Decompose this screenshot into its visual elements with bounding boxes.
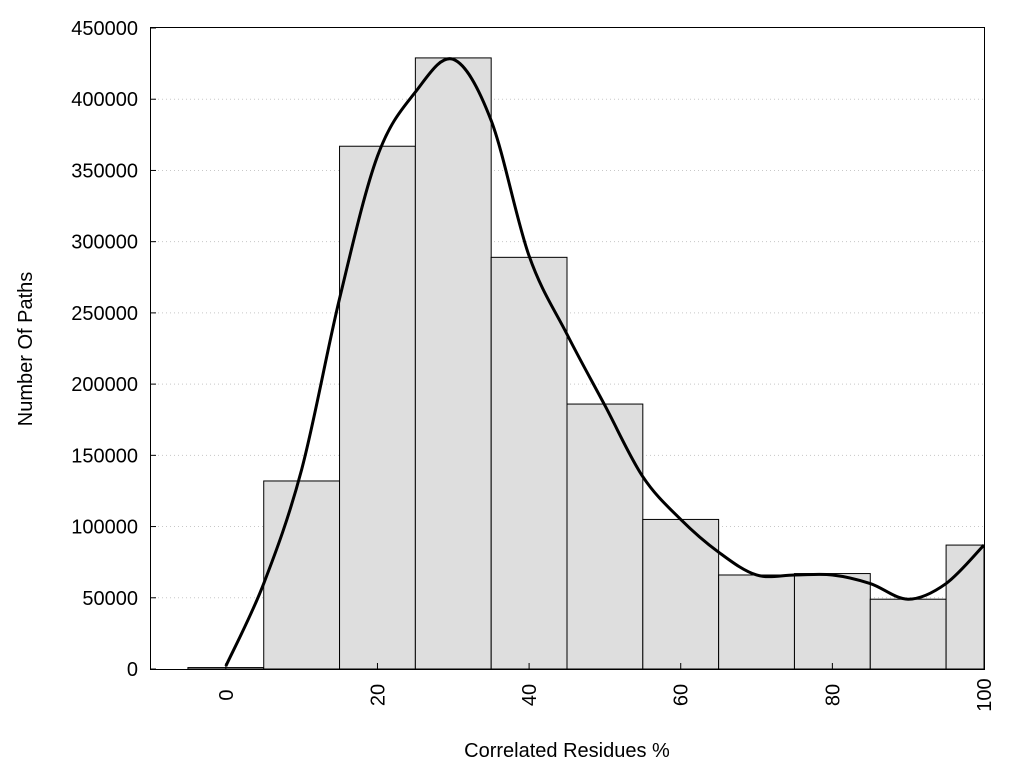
density-curve-layer: [224, 57, 986, 667]
x-tick-label: 80: [822, 684, 844, 706]
y-tick-label: 50000: [82, 588, 138, 610]
y-axis-title: Number Of Paths: [15, 272, 37, 427]
histogram-bar: [566, 403, 644, 670]
y-tick-label: 0: [127, 659, 138, 681]
x-axis-ticks: 0 20 40 60 80 100: [216, 663, 996, 712]
histogram-bar: [414, 57, 492, 670]
y-tick-label: 450000: [71, 18, 138, 40]
y-tick-label: 100000: [71, 517, 138, 539]
histogram-bar: [642, 518, 720, 670]
y-axis-ticks: 0 50000 100000 150000 200000 250000 300000 3500…: [71, 18, 156, 681]
y-tick-label: 200000: [71, 374, 138, 396]
histogram-bar: [869, 598, 947, 670]
x-tick-label: 100: [974, 678, 996, 711]
histogram-bars: [187, 57, 985, 670]
histogram-bar: [718, 574, 795, 670]
x-axis-title: Correlated Residues %: [464, 740, 670, 762]
y-tick-label: 250000: [71, 303, 138, 325]
x-tick-label: 60: [671, 684, 693, 706]
y-tick-label: 150000: [71, 445, 138, 467]
y-tick-label: 400000: [71, 89, 138, 111]
y-tick-label: 350000: [71, 160, 138, 182]
plot-frame: [150, 27, 985, 670]
y-tick-label: 300000: [71, 232, 138, 254]
histogram-bar: [490, 256, 568, 670]
x-tick-label: 20: [367, 684, 389, 706]
histogram-bar: [263, 480, 341, 670]
density-curve: [224, 57, 986, 667]
histogram-bar: [339, 145, 416, 670]
x-tick-label: 0: [216, 689, 238, 700]
histogram-bar: [793, 573, 871, 670]
x-tick-label: 40: [519, 684, 541, 706]
